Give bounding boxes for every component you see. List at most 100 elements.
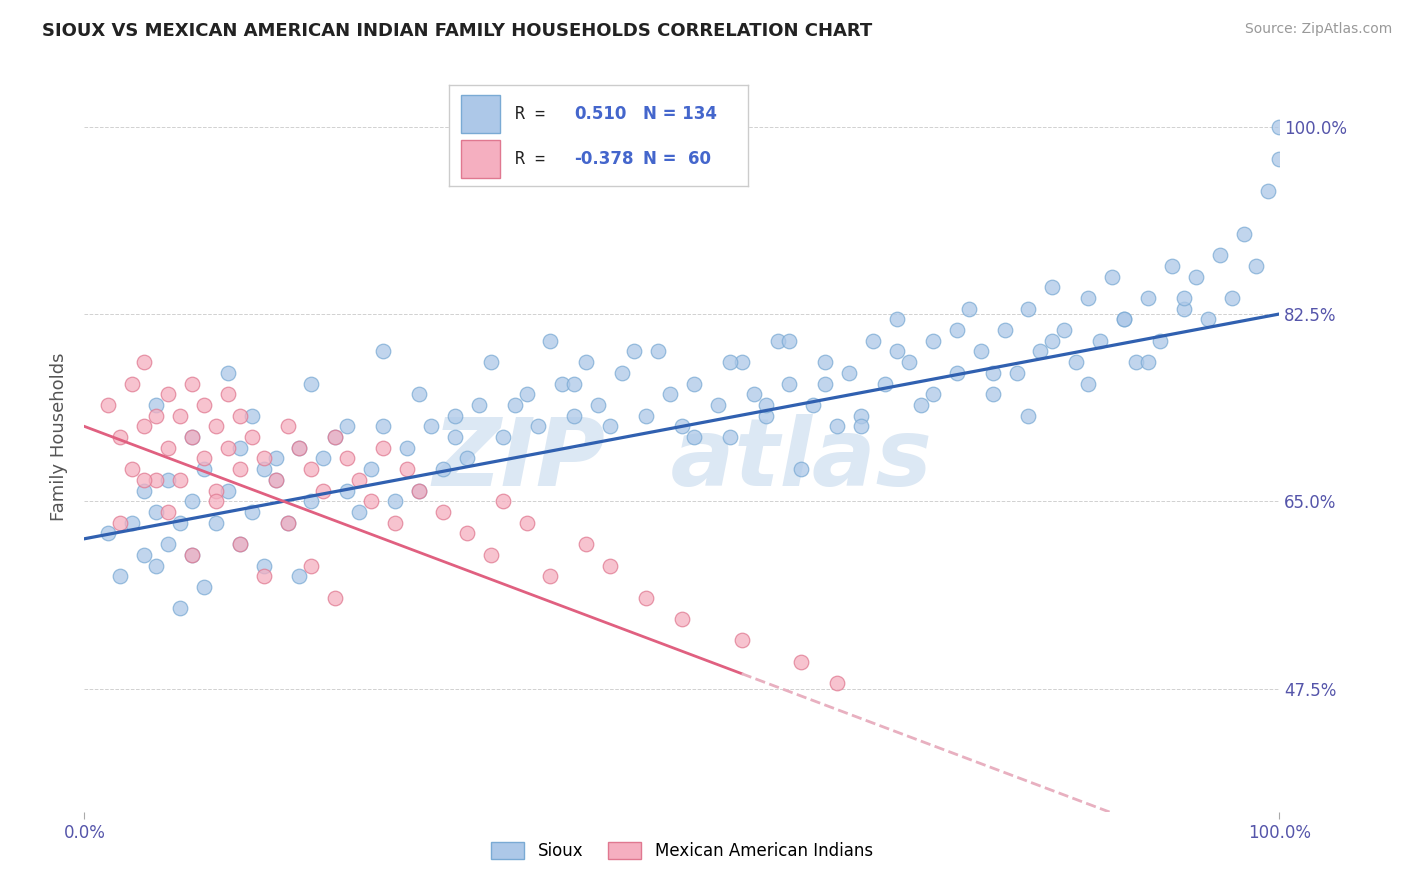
Point <box>1197 312 1219 326</box>
Point <box>240 409 263 423</box>
Point <box>121 462 143 476</box>
Point <box>1005 366 1028 380</box>
Point <box>742 387 765 401</box>
Point <box>145 473 167 487</box>
Point <box>683 430 706 444</box>
Point <box>1233 227 1256 241</box>
Point <box>132 355 156 369</box>
Point <box>229 441 252 455</box>
Point <box>1185 269 1208 284</box>
Point <box>288 441 311 455</box>
Point <box>779 334 801 348</box>
Point <box>229 409 252 423</box>
Point <box>181 376 204 391</box>
Point <box>336 451 359 466</box>
Point <box>683 376 706 391</box>
Point <box>132 548 156 562</box>
Point <box>253 558 276 573</box>
Point <box>1077 291 1099 305</box>
Point <box>599 558 621 573</box>
Point <box>157 473 180 487</box>
Point <box>540 334 562 348</box>
Point <box>384 516 406 530</box>
Point <box>264 473 287 487</box>
Point <box>1042 334 1064 348</box>
Point <box>1090 334 1112 348</box>
Point <box>157 441 180 455</box>
Point <box>301 558 323 573</box>
Point <box>1137 355 1160 369</box>
Point <box>612 366 634 380</box>
Point <box>169 601 191 615</box>
Point <box>264 473 287 487</box>
Point <box>1173 291 1195 305</box>
Point <box>1029 344 1052 359</box>
Point <box>1268 120 1291 134</box>
Point <box>169 473 191 487</box>
Point <box>217 483 239 498</box>
Point <box>145 398 167 412</box>
Point <box>132 473 156 487</box>
Point <box>325 430 347 444</box>
Point <box>373 344 395 359</box>
Point <box>516 516 538 530</box>
Point <box>288 569 311 583</box>
Point <box>132 483 156 498</box>
Point <box>946 366 969 380</box>
Point <box>479 355 502 369</box>
Point <box>599 419 621 434</box>
Point <box>671 419 693 434</box>
Point <box>981 366 1004 380</box>
Point <box>336 483 359 498</box>
Point <box>636 409 658 423</box>
Point <box>1137 291 1160 305</box>
Point <box>193 580 215 594</box>
Point <box>803 398 825 412</box>
Point <box>312 451 335 466</box>
Point <box>516 387 538 401</box>
Point <box>718 430 741 444</box>
Point <box>827 676 849 690</box>
Point <box>827 419 849 434</box>
Point <box>671 612 693 626</box>
Point <box>349 505 371 519</box>
Point <box>132 419 156 434</box>
Point <box>360 494 382 508</box>
Point <box>205 494 228 508</box>
Point <box>468 398 491 412</box>
Y-axis label: Family Households: Family Households <box>51 353 69 521</box>
Point <box>1077 376 1099 391</box>
Point <box>169 516 191 530</box>
Point <box>898 355 921 369</box>
Point <box>1149 334 1171 348</box>
Point <box>766 334 789 348</box>
Point <box>814 376 837 391</box>
Point <box>527 419 550 434</box>
Point <box>432 462 454 476</box>
Text: Source: ZipAtlas.com: Source: ZipAtlas.com <box>1244 22 1392 37</box>
Point <box>110 430 132 444</box>
Point <box>253 451 276 466</box>
Point <box>790 655 813 669</box>
Point <box>145 409 167 423</box>
Point <box>755 409 778 423</box>
Point <box>886 344 908 359</box>
Point <box>946 323 969 337</box>
Point <box>408 387 430 401</box>
Point <box>1125 355 1147 369</box>
Point <box>922 387 945 401</box>
Point <box>169 409 191 423</box>
Point <box>432 505 454 519</box>
Point <box>312 483 335 498</box>
Point <box>408 483 430 498</box>
Point <box>1220 291 1243 305</box>
Point <box>205 483 228 498</box>
Point <box>575 537 598 551</box>
Point <box>1042 280 1064 294</box>
Point <box>420 419 443 434</box>
Point <box>492 494 515 508</box>
Point <box>396 462 419 476</box>
Point <box>145 505 167 519</box>
Point <box>564 376 586 391</box>
Point <box>707 398 730 412</box>
